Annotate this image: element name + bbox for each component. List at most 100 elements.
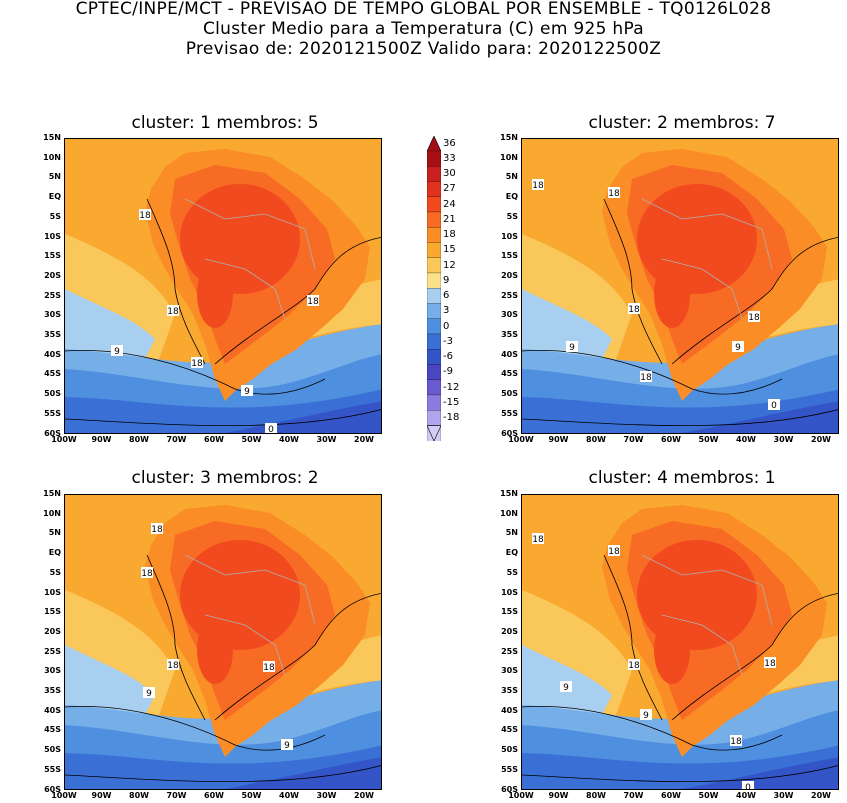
header-title-1: CPTEC/INPE/MCT - PREVISAO DE TEMPO GLOBA… bbox=[75, 0, 772, 19]
colorbar-label: 0 bbox=[443, 320, 450, 332]
lat-tick-label: 30S bbox=[44, 666, 61, 676]
svg-text:9: 9 bbox=[146, 689, 152, 699]
contour-label: 18 bbox=[263, 661, 275, 673]
contour-label: 9 bbox=[143, 687, 155, 699]
lat-tick-label: 50S bbox=[501, 389, 518, 399]
lon-tick-label: 40W bbox=[279, 435, 299, 444]
lat-tick-label: 45S bbox=[501, 369, 518, 379]
lat-tick-label: 35S bbox=[501, 330, 518, 339]
colorbar-label: 24 bbox=[443, 198, 456, 210]
lon-tick-label: 50W bbox=[698, 435, 719, 444]
svg-text:18: 18 bbox=[628, 305, 640, 315]
lon-tick-label: 90W bbox=[91, 435, 112, 444]
contour-label: 18 bbox=[628, 659, 640, 671]
lat-tick-label: 20S bbox=[501, 626, 518, 636]
svg-text:9: 9 bbox=[244, 387, 250, 397]
lat-tick-label: 20S bbox=[44, 626, 61, 636]
svg-text:18: 18 bbox=[167, 307, 179, 317]
lat-tick-label: 5S bbox=[49, 567, 61, 577]
lat-tick-label: 60S bbox=[501, 428, 518, 438]
svg-text:0: 0 bbox=[771, 401, 777, 411]
colorbar-label: 12 bbox=[443, 259, 456, 271]
lat-tick-label: 45S bbox=[44, 369, 61, 379]
colorbar-label: -6 bbox=[443, 351, 453, 363]
contour-label: 18 bbox=[141, 567, 153, 579]
lon-tick-label: 80W bbox=[129, 791, 149, 800]
colorbar-label: -18 bbox=[443, 412, 460, 424]
lat-tick-label: 15N bbox=[500, 489, 518, 498]
contour-label: 18 bbox=[139, 209, 151, 221]
svg-text:18: 18 bbox=[191, 359, 203, 369]
lon-tick-label: 70W bbox=[623, 791, 644, 800]
colorbar-label: 15 bbox=[443, 244, 456, 256]
lat-tick-label: 45S bbox=[501, 725, 518, 735]
colorbar-label: -3 bbox=[443, 335, 453, 347]
lat-tick-label: 40S bbox=[44, 705, 61, 715]
lon-tick-label: 40W bbox=[736, 791, 756, 800]
contour-label: 0 bbox=[265, 423, 277, 434]
svg-text:0: 0 bbox=[268, 425, 274, 434]
lat-tick-label: 50S bbox=[501, 745, 518, 755]
lat-tick-label: 10S bbox=[44, 231, 61, 241]
map-svg: 18 18 18 18 9 9 18 0 bbox=[522, 139, 838, 433]
lat-tick-label: 5N bbox=[505, 528, 518, 538]
map-panel-2: 18 18 18 18 9 9 18 0 bbox=[521, 138, 839, 434]
lon-tick-label: 60W bbox=[661, 791, 681, 800]
lat-tick-label: EQ bbox=[505, 192, 518, 202]
colorbar-label: 9 bbox=[443, 274, 450, 286]
svg-text:18: 18 bbox=[608, 547, 620, 557]
lon-tick-label: 40W bbox=[736, 435, 756, 444]
lon-tick-label: 100W bbox=[508, 435, 534, 444]
lat-tick-label: 5S bbox=[49, 211, 61, 221]
contour-label: 18 bbox=[307, 295, 319, 307]
map-panel-3: 18 18 18 18 9 9 bbox=[64, 494, 382, 790]
lat-tick-label: 55S bbox=[44, 408, 61, 418]
lon-tick-label: 60W bbox=[204, 791, 224, 800]
lon-tick-label: 30W bbox=[316, 791, 337, 800]
lat-tick-label: 5S bbox=[506, 567, 518, 577]
map-panel-1: 18 18 18 18 9 9 0 bbox=[64, 138, 382, 434]
colorbar-label: -12 bbox=[443, 381, 460, 393]
lon-tick-label: 20W bbox=[354, 791, 374, 800]
lat-tick-label: 25S bbox=[44, 646, 61, 656]
svg-text:9: 9 bbox=[563, 683, 569, 693]
lon-tick-label: 20W bbox=[811, 791, 831, 800]
contour-label: 9 bbox=[566, 341, 578, 353]
contour-label: 9 bbox=[560, 681, 572, 693]
svg-text:18: 18 bbox=[628, 661, 640, 671]
contour-label: 18 bbox=[191, 357, 203, 369]
lon-tick-label: 60W bbox=[204, 435, 224, 444]
map-svg: 18 18 18 18 9 9 0 bbox=[65, 139, 381, 434]
lon-tick-label: 50W bbox=[241, 791, 262, 800]
map-svg: 18 18 18 18 9 9 bbox=[65, 495, 381, 789]
contour-label: 18 bbox=[748, 311, 760, 323]
lon-tick-label: 90W bbox=[548, 791, 569, 800]
lon-tick-label: 60W bbox=[661, 435, 681, 444]
contour-label: 9 bbox=[111, 345, 123, 357]
lat-tick-label: EQ bbox=[48, 548, 61, 558]
contour-label: 9 bbox=[281, 739, 293, 751]
lat-tick-label: 30S bbox=[44, 310, 61, 320]
colorbar-label: 3 bbox=[443, 305, 450, 317]
lat-tick-label: EQ bbox=[48, 192, 61, 202]
contour-label: 18 bbox=[640, 371, 652, 383]
contour-label: 18 bbox=[151, 523, 163, 535]
svg-text:18: 18 bbox=[263, 663, 275, 673]
lat-tick-label: 25S bbox=[44, 290, 61, 300]
lon-tick-label: 20W bbox=[354, 435, 374, 444]
contour-label: 18 bbox=[167, 305, 179, 317]
lon-tick-label: 20W bbox=[811, 435, 831, 444]
lat-tick-label: 40S bbox=[501, 705, 518, 715]
panel-title-1: cluster: 1 membros: 5 bbox=[131, 113, 319, 133]
lon-tick-label: 100W bbox=[51, 791, 77, 800]
contour-label: 18 bbox=[608, 187, 620, 199]
lat-tick-label: 10N bbox=[43, 152, 61, 162]
lon-tick-label: 70W bbox=[623, 435, 644, 444]
lat-tick-label: 60S bbox=[44, 428, 61, 438]
colorbar-svg bbox=[426, 135, 442, 442]
contour-label: 9 bbox=[241, 385, 253, 397]
lat-tick-label: 25S bbox=[501, 646, 518, 656]
lon-tick-label: 80W bbox=[129, 435, 149, 444]
colorbar-label: 6 bbox=[443, 290, 450, 302]
svg-text:18: 18 bbox=[139, 211, 151, 221]
